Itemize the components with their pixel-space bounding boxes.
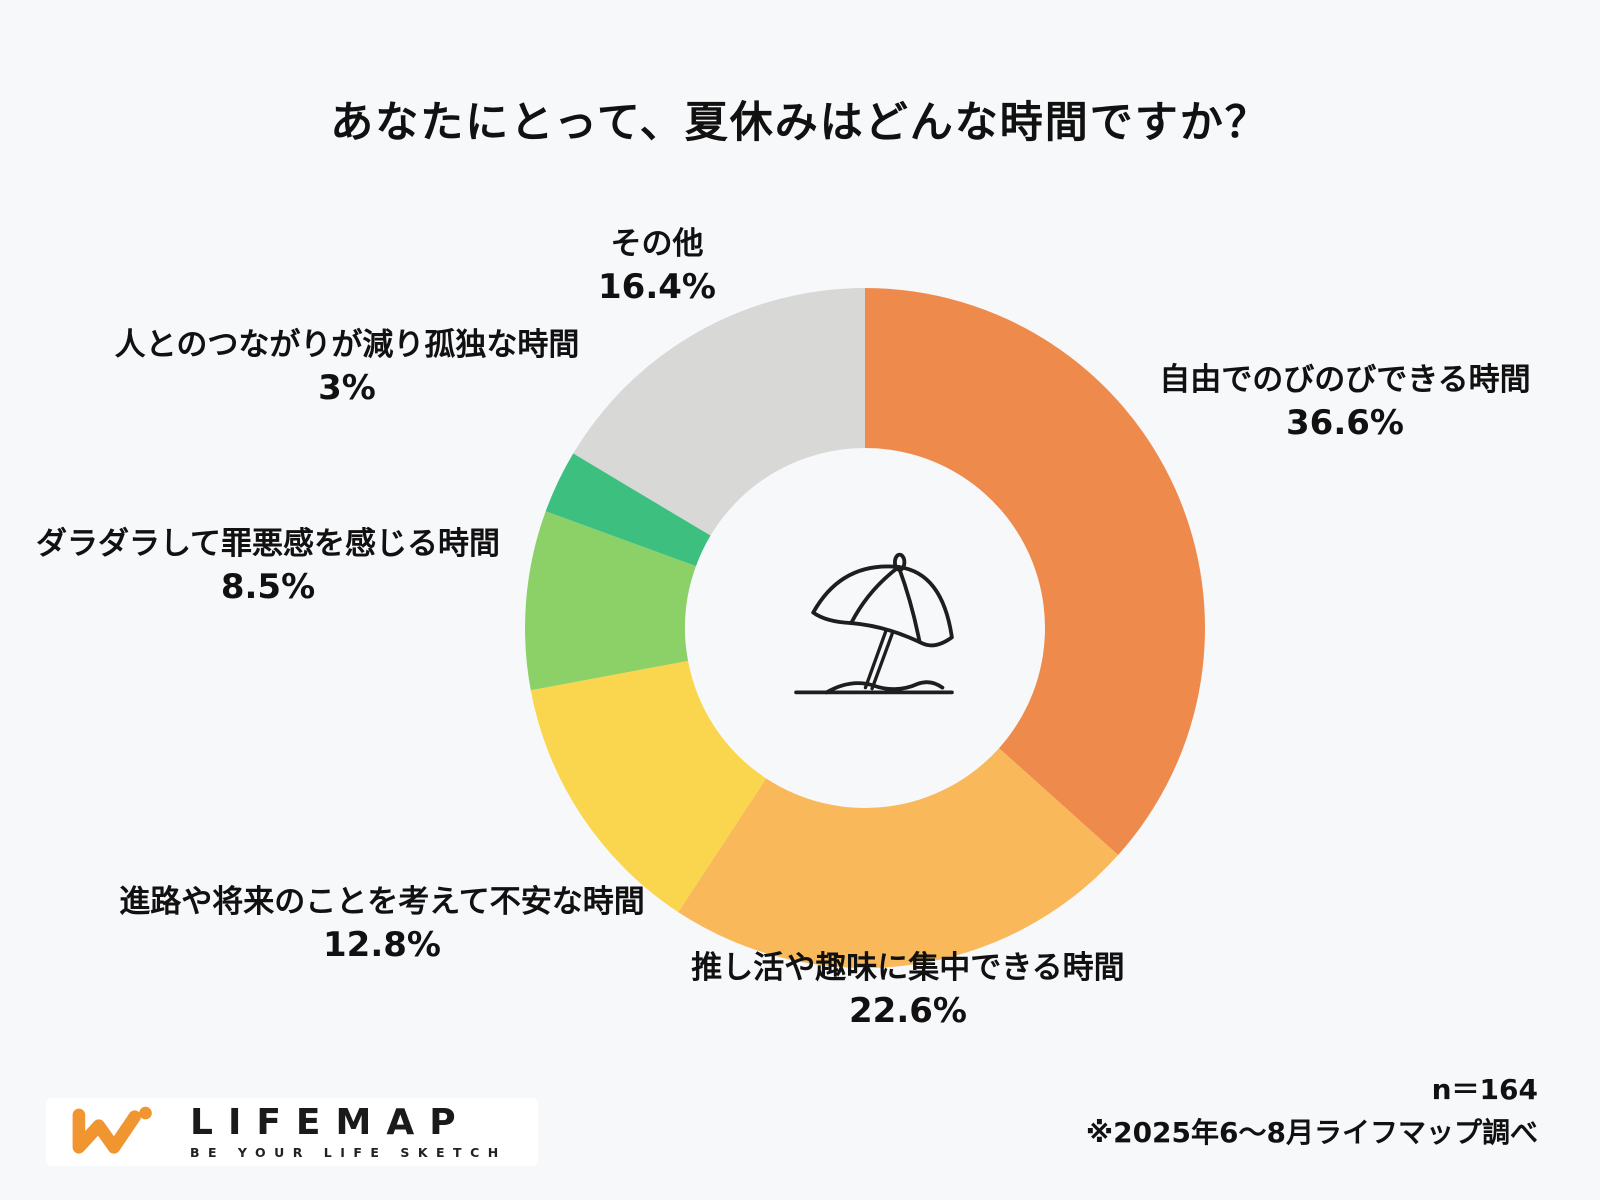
slice-label-free-time: 自由でのびのびできる時間 36.6% xyxy=(1159,360,1530,446)
donut-slice-anxious-time xyxy=(530,660,767,913)
slice-name: 進路や将来のことを考えて不安な時間 xyxy=(119,884,645,920)
slice-label-anxious-time: 進路や将来のことを考えて不安な時間 12.8% xyxy=(119,882,644,968)
logo-name: LIFEMAP xyxy=(190,1102,471,1144)
donut-slice-guilty-time xyxy=(525,511,696,691)
lifemap-mark-icon xyxy=(72,1106,152,1154)
donut-slice-lonely-time xyxy=(545,453,711,567)
beach-umbrella-icon xyxy=(779,538,969,710)
slice-label-guilty-time: ダラダラして罪悪感を感じる時間 8.5% xyxy=(36,524,500,610)
slice-label-lonely-time: 人とのつながりが減り孤独な時間 3% xyxy=(115,325,580,411)
slice-percent: 36.6% xyxy=(1286,402,1404,443)
slice-name: 自由でのびのびできる時間 xyxy=(1159,362,1531,398)
survey-source-note: ※2025年6～8月ライフマップ調べ xyxy=(1085,1116,1538,1150)
slice-percent: 16.4% xyxy=(598,266,716,307)
slice-percent: 8.5% xyxy=(220,566,316,607)
slice-name: その他 xyxy=(610,226,704,262)
donut-chart xyxy=(525,288,1206,969)
logo-tagline: BE YOUR LIFE SKETCH xyxy=(190,1144,507,1160)
slice-percent: 12.8% xyxy=(323,924,441,965)
donut-slice-other xyxy=(573,288,865,536)
slice-name: ダラダラして罪悪感を感じる時間 xyxy=(35,526,501,562)
survey-footnote: n＝164 ※2025年6～8月ライフマップ調べ xyxy=(1086,1068,1538,1155)
slice-percent: 3% xyxy=(318,367,376,408)
logo-text-block: LIFEMAP BE YOUR LIFE SKETCH xyxy=(190,1104,507,1160)
donut-slice-free-time xyxy=(865,288,1206,856)
slice-label-hobby-time: 推し活や趣味に集中できる時間 22.6% xyxy=(691,948,1124,1034)
slice-percent: 22.6% xyxy=(849,990,967,1031)
donut-slice-hobby-time xyxy=(678,748,1119,969)
slice-name: 推し活や趣味に集中できる時間 xyxy=(691,950,1125,986)
chart-title: あなたにとって、夏休みはどんな時間ですか？ xyxy=(330,98,1270,148)
lifemap-logo: LIFEMAP BE YOUR LIFE SKETCH xyxy=(46,1098,538,1166)
slice-name: 人とのつながりが減り孤独な時間 xyxy=(114,327,580,363)
sample-size: n＝164 xyxy=(1431,1073,1538,1106)
slice-label-other: その他 16.4% xyxy=(598,224,716,310)
